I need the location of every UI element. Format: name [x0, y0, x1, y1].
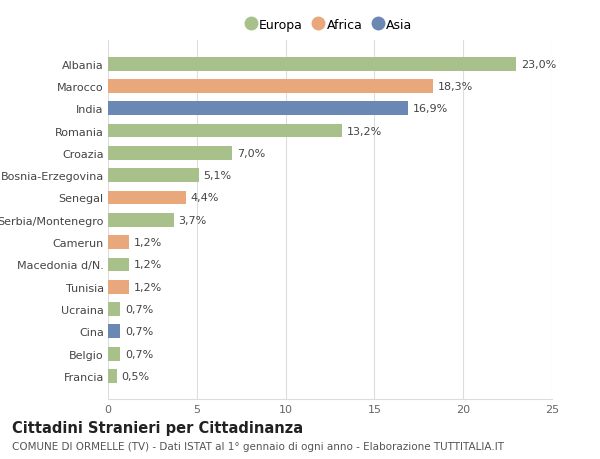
- Text: 0,7%: 0,7%: [125, 349, 153, 359]
- Bar: [108, 146, 232, 161]
- Bar: [108, 169, 199, 183]
- Bar: [108, 258, 130, 272]
- Bar: [108, 280, 130, 294]
- Text: 0,7%: 0,7%: [125, 327, 153, 336]
- Text: 13,2%: 13,2%: [347, 126, 382, 136]
- Text: 1,2%: 1,2%: [134, 260, 162, 270]
- Text: 0,7%: 0,7%: [125, 304, 153, 314]
- Text: COMUNE DI ORMELLE (TV) - Dati ISTAT al 1° gennaio di ogni anno - Elaborazione TU: COMUNE DI ORMELLE (TV) - Dati ISTAT al 1…: [12, 441, 504, 451]
- Text: 16,9%: 16,9%: [413, 104, 448, 114]
- Bar: [108, 369, 117, 383]
- Bar: [108, 102, 408, 116]
- Text: Cittadini Stranieri per Cittadinanza: Cittadini Stranieri per Cittadinanza: [12, 420, 303, 435]
- Bar: [108, 80, 433, 94]
- Bar: [108, 124, 343, 138]
- Text: 1,2%: 1,2%: [134, 238, 162, 247]
- Bar: [108, 213, 174, 227]
- Bar: [108, 191, 186, 205]
- Text: 7,0%: 7,0%: [237, 149, 265, 158]
- Text: 5,1%: 5,1%: [203, 171, 231, 181]
- Bar: [108, 57, 517, 72]
- Text: 3,7%: 3,7%: [178, 215, 206, 225]
- Text: 18,3%: 18,3%: [437, 82, 473, 92]
- Text: 1,2%: 1,2%: [134, 282, 162, 292]
- Bar: [108, 302, 121, 316]
- Text: 23,0%: 23,0%: [521, 60, 556, 69]
- Text: 0,5%: 0,5%: [121, 371, 149, 381]
- Bar: [108, 325, 121, 339]
- Bar: [108, 347, 121, 361]
- Text: 4,4%: 4,4%: [191, 193, 219, 203]
- Bar: [108, 235, 130, 250]
- Legend: Europa, Africa, Asia: Europa, Africa, Asia: [248, 18, 412, 32]
